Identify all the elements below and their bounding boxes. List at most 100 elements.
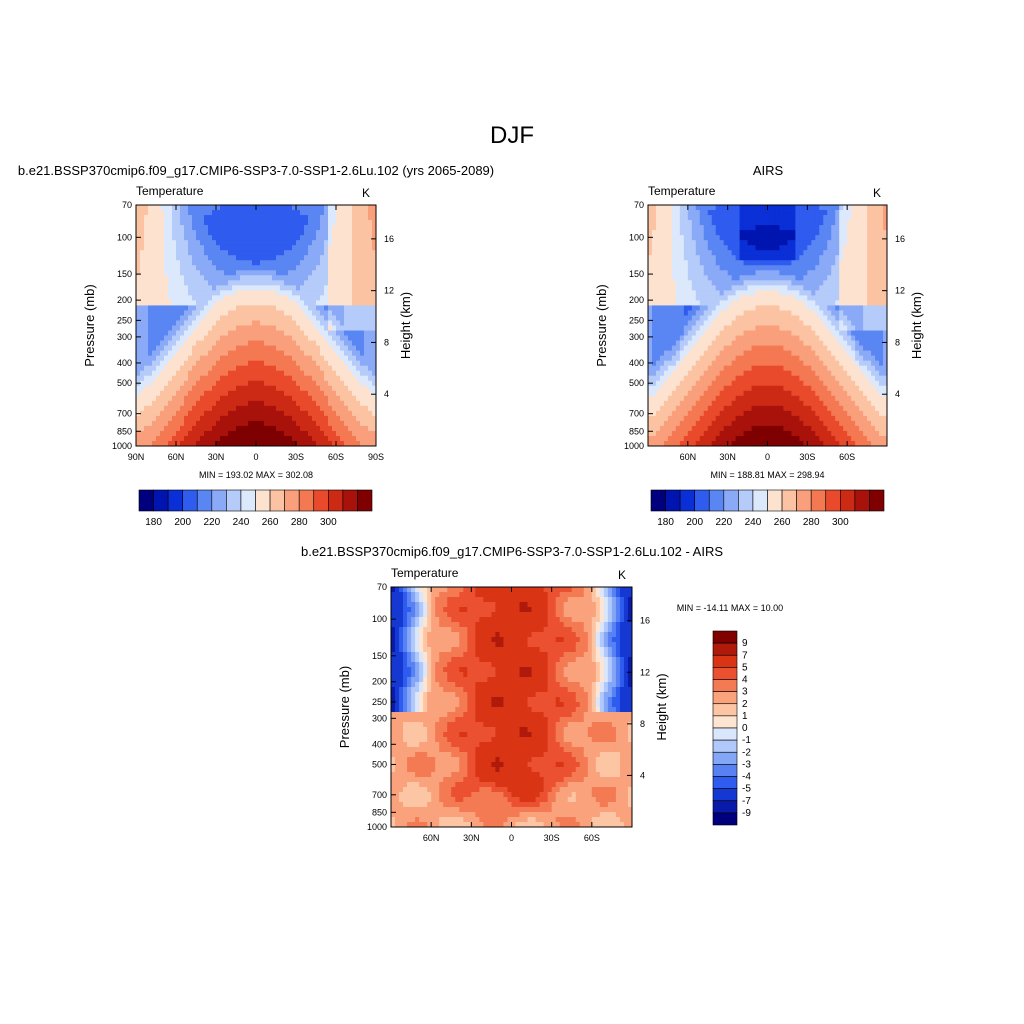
obs-field-cell — [791, 365, 796, 372]
obs-field-cell — [747, 370, 752, 377]
model-field-cell — [244, 270, 249, 276]
model-field-cell — [156, 250, 161, 256]
obs-field-cell — [679, 325, 685, 331]
model-field-cell — [252, 210, 257, 216]
model-field-cell — [372, 380, 377, 387]
obs-field-cell — [675, 295, 681, 301]
obs-field-cell — [767, 355, 772, 362]
obs-field-cell — [763, 345, 768, 351]
model-field-cell — [308, 415, 313, 422]
obs-field-cell — [715, 370, 721, 377]
obs-field-cell — [791, 240, 796, 246]
model-field-cell — [280, 255, 285, 261]
model-field-cell — [364, 355, 369, 362]
model-field-cell — [160, 310, 165, 316]
model-field-cell — [220, 340, 225, 346]
obs-field-cell — [743, 420, 748, 427]
model-field-cell — [348, 210, 353, 216]
model-field-cell — [256, 290, 261, 296]
model-field-cell — [312, 400, 317, 407]
model-field-cell — [204, 390, 209, 397]
obs-field-cell — [731, 290, 737, 296]
obs-field-cell — [691, 305, 697, 311]
obs-field-cell — [735, 360, 741, 367]
obs-field-cell — [699, 360, 705, 367]
model-field-cell — [224, 340, 229, 346]
model-field-cell — [372, 405, 377, 412]
obs-field-cell — [691, 210, 697, 216]
obs-field-cell — [667, 260, 673, 266]
model-field-cell — [320, 230, 325, 236]
model-field-cell — [232, 255, 237, 261]
model-field-cell — [332, 350, 337, 357]
obs-field-cell — [795, 240, 800, 246]
model-field-cell — [372, 410, 377, 417]
obs-field-cell — [799, 350, 804, 357]
model-field-cell — [348, 340, 353, 346]
obs-field-cell — [771, 430, 776, 437]
obs-field-cell — [791, 265, 796, 271]
obs-field-cell — [648, 335, 653, 341]
obs-field-cell — [675, 215, 681, 221]
obs-field-cell — [711, 290, 717, 296]
model-field-cell — [324, 390, 329, 397]
model-field-cell — [204, 265, 209, 271]
model-field-cell — [328, 300, 333, 306]
model-field-cell — [352, 260, 357, 266]
model-field-cell — [372, 270, 377, 276]
model-field-cell — [344, 385, 349, 392]
model-field-cell — [228, 205, 233, 211]
model-field-cell — [276, 390, 281, 397]
obs-field-cell — [667, 250, 673, 256]
obs-field-cell — [755, 295, 760, 301]
obs-field-cell — [691, 375, 697, 382]
model-field-cell — [348, 360, 353, 367]
model-field-cell — [204, 335, 209, 341]
model-field-cell — [260, 385, 265, 392]
model-field-cell — [144, 260, 149, 266]
model-field-cell — [344, 390, 349, 397]
obs-field-cell — [667, 335, 673, 341]
model-field-cell — [176, 280, 181, 286]
obs-field-cell — [648, 280, 653, 286]
model-field-cell — [156, 325, 161, 331]
obs-field-cell — [739, 295, 744, 301]
model-field-cell — [264, 345, 269, 351]
model-field-cell — [348, 395, 353, 402]
model-field-cell — [140, 390, 145, 397]
model-field-cell — [188, 385, 193, 392]
model-field-cell — [176, 305, 181, 311]
obs-field-cell — [711, 345, 717, 351]
obs-field-cell — [703, 245, 709, 251]
model-field-cell — [292, 230, 297, 236]
obs-field-cell — [779, 310, 784, 316]
model-field-cell — [356, 410, 361, 417]
model-field-cell — [308, 345, 313, 351]
model-field-cell — [344, 365, 349, 372]
model-field-cell — [348, 255, 353, 261]
model-field-cell — [208, 325, 213, 331]
model-field-cell — [208, 205, 213, 211]
obs-field-cell — [703, 220, 709, 226]
obs-field-cell — [751, 305, 756, 311]
obs-field-cell — [731, 245, 737, 251]
model-field-cell — [140, 385, 145, 392]
model-field-cell — [180, 310, 185, 316]
model-field-cell — [212, 245, 217, 251]
model-field-cell — [332, 405, 337, 412]
obs-field-cell — [759, 340, 764, 346]
model-field-cell — [268, 365, 273, 372]
model-field-cell — [276, 370, 281, 377]
model-field-cell — [156, 310, 161, 316]
model-field-cell — [164, 355, 169, 362]
model-field-cell — [256, 265, 261, 271]
obs-field-cell — [707, 395, 713, 402]
model-field-cell — [336, 325, 341, 331]
model-field-cell — [188, 370, 193, 377]
model-field-cell — [176, 340, 181, 346]
model-field-cell — [308, 255, 313, 261]
model-field-cell — [284, 405, 289, 412]
obs-field-cell — [787, 330, 792, 336]
obs-field-cell — [675, 270, 681, 276]
model-field-cell — [248, 295, 253, 301]
